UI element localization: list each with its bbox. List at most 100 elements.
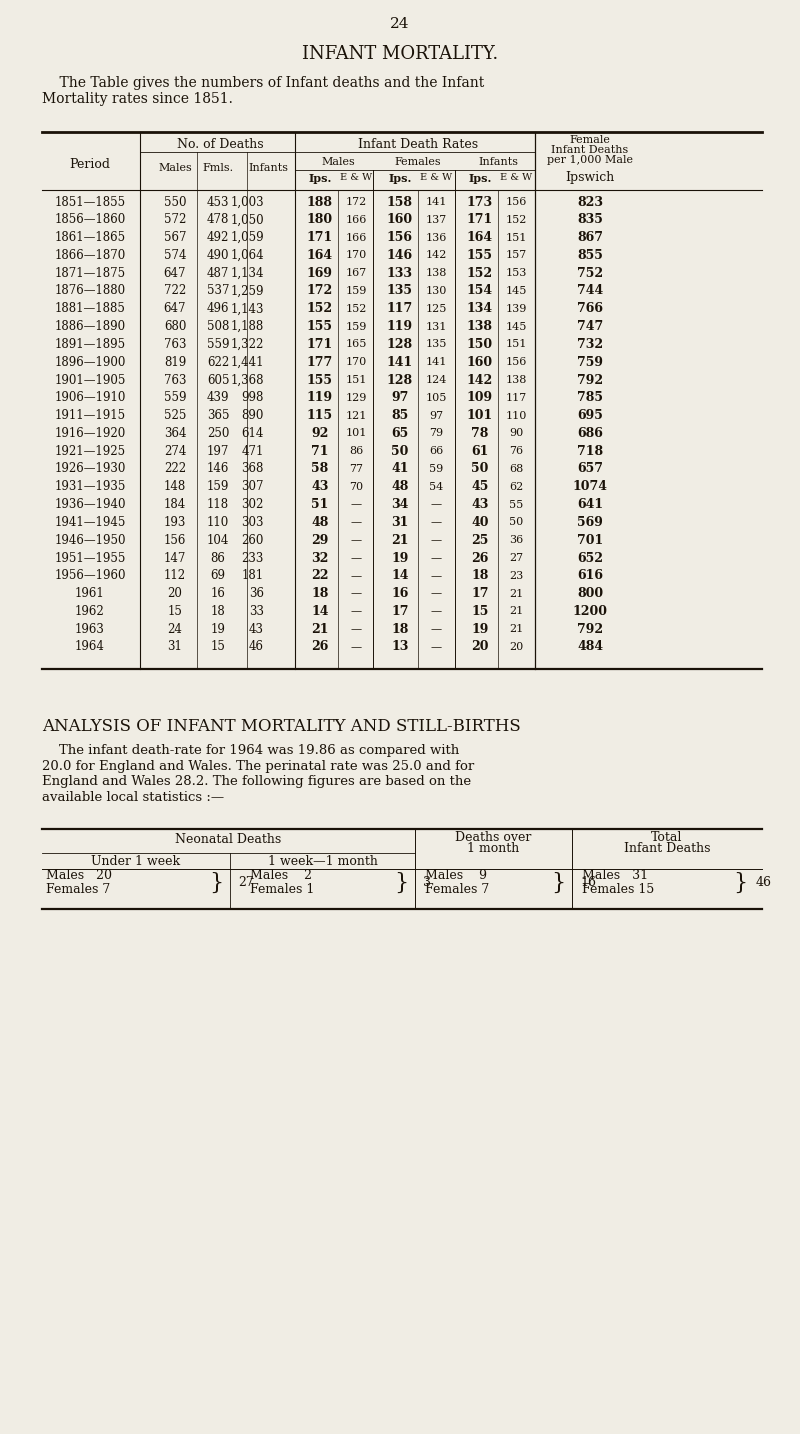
Text: 1851—1855: 1851—1855 [54, 195, 126, 208]
Text: 172: 172 [346, 196, 366, 206]
Text: 138: 138 [467, 320, 493, 333]
Text: 152: 152 [467, 267, 493, 280]
Text: 785: 785 [577, 391, 603, 404]
Text: 496: 496 [206, 303, 230, 315]
Text: 1074: 1074 [573, 480, 607, 493]
Text: 3: 3 [423, 876, 431, 889]
Text: 525: 525 [164, 409, 186, 422]
Text: 21: 21 [391, 533, 409, 546]
Text: 16: 16 [210, 587, 226, 599]
Text: —: — [350, 588, 362, 598]
Text: 13: 13 [391, 641, 409, 654]
Text: 155: 155 [307, 373, 333, 387]
Text: 172: 172 [307, 284, 333, 297]
Text: 169: 169 [307, 267, 333, 280]
Text: 58: 58 [311, 463, 329, 476]
Text: 117: 117 [387, 303, 413, 315]
Text: 1946—1950: 1946—1950 [54, 533, 126, 546]
Text: 48: 48 [391, 480, 409, 493]
Text: 133: 133 [387, 267, 413, 280]
Text: 21: 21 [509, 607, 523, 617]
Text: 616: 616 [577, 569, 603, 582]
Text: Males: Males [321, 156, 355, 166]
Text: Total: Total [651, 832, 682, 845]
Text: 166: 166 [346, 232, 366, 242]
Text: 605: 605 [206, 373, 230, 387]
Text: 823: 823 [577, 195, 603, 208]
Text: 487: 487 [207, 267, 229, 280]
Text: 695: 695 [577, 409, 603, 422]
Text: Deaths over: Deaths over [455, 832, 532, 845]
Text: 1941—1945: 1941—1945 [54, 516, 126, 529]
Text: 1 week—1 month: 1 week—1 month [267, 855, 378, 869]
Text: 31: 31 [391, 516, 409, 529]
Text: 41: 41 [391, 463, 409, 476]
Text: —: — [430, 588, 442, 598]
Text: 732: 732 [577, 338, 603, 351]
Text: 171: 171 [307, 231, 333, 244]
Text: 1876—1880: 1876—1880 [54, 284, 126, 297]
Text: Mortality rates since 1851.: Mortality rates since 1851. [42, 92, 233, 106]
Text: 117: 117 [506, 393, 526, 403]
Text: 141: 141 [426, 357, 446, 367]
Text: 1911—1915: 1911—1915 [54, 409, 126, 422]
Text: 24: 24 [167, 622, 182, 635]
Text: 1962: 1962 [75, 605, 105, 618]
Text: —: — [350, 607, 362, 617]
Text: 153: 153 [506, 268, 526, 278]
Text: 101: 101 [467, 409, 493, 422]
Text: 152: 152 [346, 304, 366, 314]
Text: 1963: 1963 [75, 622, 105, 635]
Text: 365: 365 [206, 409, 230, 422]
Text: 18: 18 [311, 587, 329, 599]
Text: —: — [430, 642, 442, 652]
Text: 1936—1940: 1936—1940 [54, 498, 126, 511]
Text: 171: 171 [307, 338, 333, 351]
Text: 125: 125 [426, 304, 446, 314]
Text: 141: 141 [426, 196, 446, 206]
Text: 71: 71 [311, 445, 329, 457]
Text: 572: 572 [164, 214, 186, 227]
Text: 157: 157 [506, 251, 526, 261]
Text: 20.0 for England and Wales. The perinatal rate was 25.0 and for: 20.0 for England and Wales. The perinata… [42, 760, 474, 773]
Text: Infants: Infants [248, 163, 288, 174]
Text: 550: 550 [164, 195, 186, 208]
Text: 657: 657 [577, 463, 603, 476]
Text: 141: 141 [387, 356, 413, 369]
Text: 46: 46 [249, 641, 264, 654]
Text: ANALYSIS OF INFANT MORTALITY AND STILL-BIRTHS: ANALYSIS OF INFANT MORTALITY AND STILL-B… [42, 718, 521, 736]
Text: per 1,000 Male: per 1,000 Male [547, 155, 633, 165]
Text: 490: 490 [206, 250, 230, 262]
Text: Males   31: Males 31 [582, 869, 648, 882]
Text: 138: 138 [506, 376, 526, 384]
Text: —: — [350, 518, 362, 528]
Text: 43: 43 [311, 480, 329, 493]
Text: 177: 177 [307, 356, 333, 369]
Text: 156: 156 [506, 357, 526, 367]
Text: 46: 46 [756, 876, 772, 889]
Text: 1901—1905: 1901—1905 [54, 373, 126, 387]
Text: 307: 307 [242, 480, 264, 493]
Text: 128: 128 [387, 373, 413, 387]
Text: Males    2: Males 2 [250, 869, 312, 882]
Text: 135: 135 [426, 340, 446, 350]
Text: 800: 800 [577, 587, 603, 599]
Text: 701: 701 [577, 533, 603, 546]
Text: 652: 652 [577, 552, 603, 565]
Text: 85: 85 [391, 409, 409, 422]
Text: Ipswich: Ipswich [566, 172, 614, 185]
Text: Females 1: Females 1 [250, 883, 314, 896]
Text: 19: 19 [391, 552, 409, 565]
Text: 150: 150 [467, 338, 493, 351]
Text: —: — [350, 624, 362, 634]
Text: 567: 567 [164, 231, 186, 244]
Text: —: — [430, 518, 442, 528]
Text: 21: 21 [509, 624, 523, 634]
Text: 148: 148 [164, 480, 186, 493]
Text: 29: 29 [311, 533, 329, 546]
Text: 147: 147 [164, 552, 186, 565]
Text: Ips.: Ips. [388, 172, 412, 184]
Text: 302: 302 [242, 498, 264, 511]
Text: 744: 744 [577, 284, 603, 297]
Text: Female: Female [570, 135, 610, 145]
